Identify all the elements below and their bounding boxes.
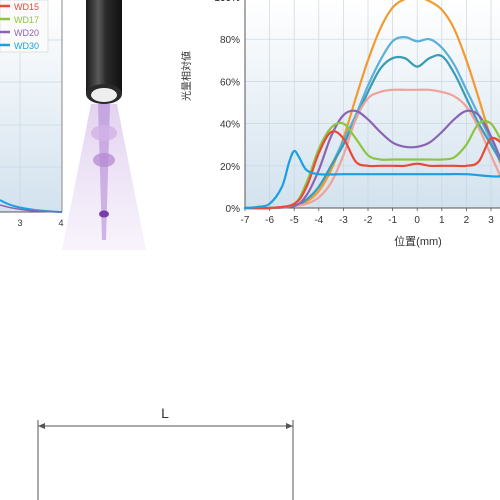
series-line-6	[243, 130, 500, 210]
x-tick-label: -2	[364, 215, 373, 226]
series-line-2	[243, 54, 500, 210]
beam-spot-2	[93, 153, 115, 167]
right-series-group	[243, 0, 500, 210]
y-tick-label-top-cropped: 100%	[214, 0, 240, 4]
legend-label-wd15: WD15	[14, 2, 39, 12]
dimension-arrow-right	[286, 423, 293, 429]
y-tick-label: 100%	[214, 0, 240, 4]
legend-label-wd17: WD17	[14, 15, 39, 25]
x-tick-label: -3	[339, 215, 348, 226]
series-line-7	[243, 149, 500, 210]
beam-spot-3	[99, 210, 109, 218]
dimension-arrow-left	[38, 423, 45, 429]
y-tick-label: 60%	[220, 77, 240, 88]
left-legend: WD15 WD17 WD20 WD30	[0, 0, 49, 53]
x-tick-label: -5	[290, 215, 299, 226]
dimension-diagram: L	[37, 405, 294, 500]
beam-spot-1	[91, 125, 117, 141]
x-tick-label: 2	[464, 215, 470, 226]
x-tick-label: -6	[265, 215, 274, 226]
right-plot-area	[245, 0, 500, 208]
y-tick-label: 20%	[220, 162, 240, 173]
right-chart: 0%20%40%60%80%100%100% -7-6-5-4-3-2-1012…	[180, 0, 500, 248]
left-x-tick-3: 3	[17, 218, 22, 228]
y-tick-label: 0%	[226, 204, 241, 215]
right-x-ticks: -7 -6 -5 -4 -3 -2 -1 0 1 2 3	[241, 208, 494, 226]
fiber-tube	[86, 0, 122, 94]
light-guide-illustration	[62, 0, 146, 250]
legend-box	[0, 0, 49, 53]
series-line-3	[243, 88, 500, 210]
dimension-label: L	[161, 405, 169, 421]
left-x-tick-4: 4	[58, 218, 63, 228]
y-tick-label: 80%	[220, 35, 240, 46]
x-tick-label: 3	[488, 215, 494, 226]
right-y-ticks: 0%20%40%60%80%100%100%	[214, 0, 240, 215]
legend-label-wd30: WD30	[14, 41, 39, 51]
series-line-0	[243, 0, 500, 210]
y-tick-label: 40%	[220, 120, 240, 131]
x-tick-label: 0	[414, 215, 420, 226]
x-tick-label: -7	[241, 215, 250, 226]
x-tick-label: -4	[314, 215, 323, 226]
x-tick-label: 1	[439, 215, 445, 226]
right-y-axis-label: 光量相対値	[180, 51, 193, 101]
x-tick-label: -1	[388, 215, 397, 226]
fiber-tip-lens	[91, 88, 117, 102]
left-wd20-curve	[0, 204, 63, 213]
right-x-axis-label: 位置(mm)	[394, 234, 442, 248]
series-line-4	[243, 109, 500, 210]
left-chart: WD15 WD17 WD20 WD30 3 4	[0, 0, 64, 228]
series-line-5	[243, 119, 500, 210]
legend-label-wd20: WD20	[14, 28, 39, 38]
